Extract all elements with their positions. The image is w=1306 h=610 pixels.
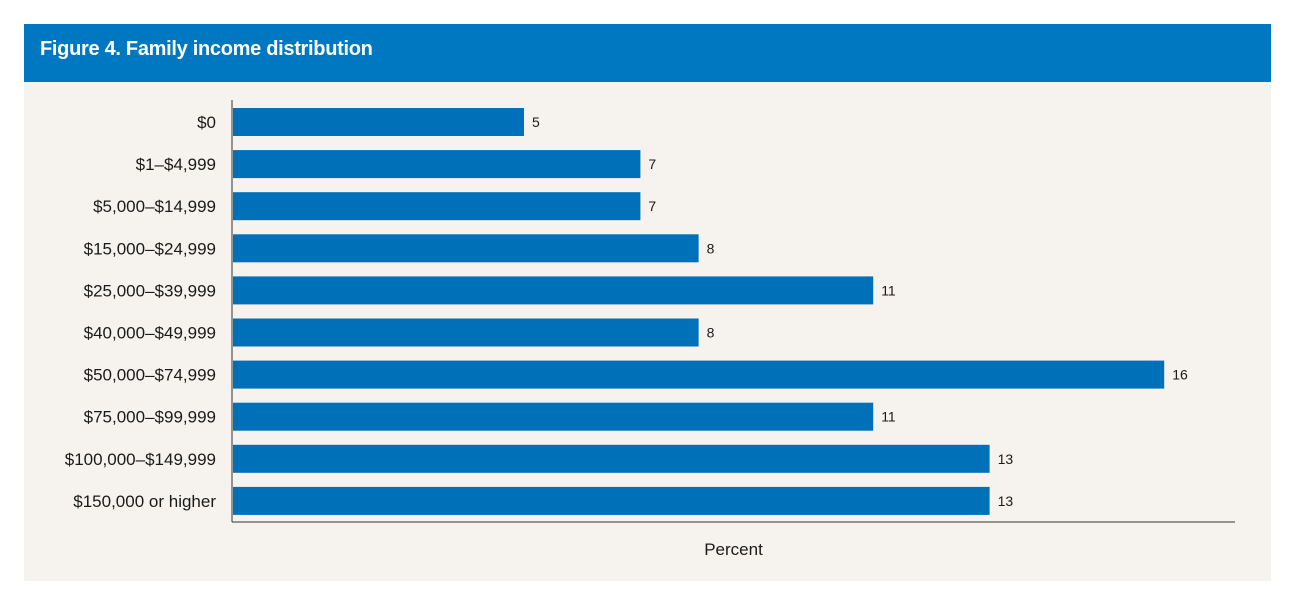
category-label: $5,000–$14,999	[93, 197, 216, 216]
category-label: $100,000–$149,999	[65, 450, 216, 469]
category-label: $40,000–$49,999	[84, 324, 216, 343]
bar	[233, 192, 641, 221]
value-label: 16	[1172, 367, 1188, 383]
bar	[233, 108, 524, 136]
value-label: 11	[881, 282, 896, 298]
category-label: $150,000 or higher	[73, 492, 216, 511]
bar	[233, 360, 1165, 389]
category-label: $1–$4,999	[136, 155, 216, 174]
category-label: $50,000–$74,999	[84, 366, 216, 385]
value-label: 13	[998, 493, 1014, 509]
figure-title: Figure 4. Family income distribution	[40, 38, 373, 60]
category-label: $15,000–$24,999	[84, 239, 216, 258]
bar-chart: $0 5 $1–$4,999 7 $5,000–$14,999 7 $15,000–$24,…	[65, 100, 1235, 559]
bar	[233, 234, 699, 263]
bar	[233, 486, 990, 515]
value-label: 7	[648, 156, 656, 172]
category-label: $75,000–$99,999	[84, 408, 216, 427]
bar	[233, 444, 990, 473]
value-label: 5	[532, 114, 540, 130]
x-axis-title: Percent	[704, 540, 763, 559]
value-label: 7	[648, 198, 656, 214]
bar	[233, 402, 874, 431]
category-label: $25,000–$39,999	[84, 281, 216, 300]
value-label: 11	[881, 409, 896, 425]
value-label: 13	[998, 451, 1014, 467]
value-label: 8	[707, 240, 715, 256]
value-label: 8	[707, 325, 715, 341]
bar	[233, 276, 874, 305]
figure-header: Figure 4. Family income distribution	[24, 24, 1271, 82]
bar	[233, 150, 641, 179]
figure-panel: Figure 4. Family income distribution $0 5…	[24, 24, 1271, 581]
bar	[233, 318, 699, 347]
category-label: $0	[197, 113, 216, 132]
